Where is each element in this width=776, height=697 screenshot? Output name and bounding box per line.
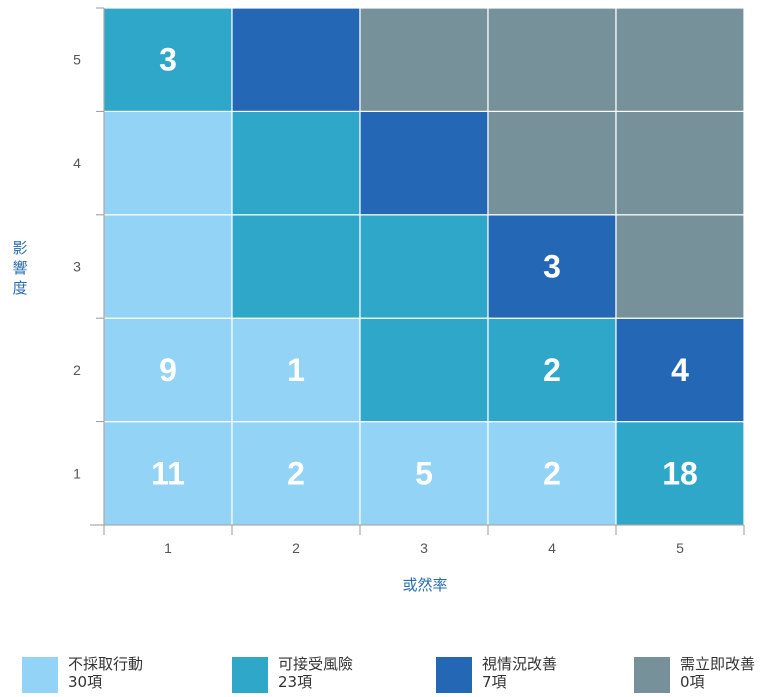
matrix-cell bbox=[103, 421, 233, 526]
matrix-cell bbox=[487, 214, 617, 319]
x-tick-label: 3 bbox=[420, 540, 428, 556]
y-tick-label: 2 bbox=[73, 362, 81, 378]
x-tick-label: 2 bbox=[292, 540, 300, 556]
legend-count: 23項 bbox=[278, 673, 313, 691]
matrix-cell bbox=[615, 214, 745, 319]
matrix-cell bbox=[487, 110, 617, 216]
cell-value-label: 4 bbox=[671, 352, 689, 388]
y-tick-label: 1 bbox=[73, 465, 81, 481]
cell-value-label: 3 bbox=[543, 249, 561, 285]
legend-label: 需立即改善 bbox=[680, 655, 756, 673]
legend-count: 0項 bbox=[680, 673, 705, 691]
matrix-cell bbox=[231, 7, 361, 113]
matrix-cell bbox=[359, 317, 489, 423]
cell-value-label: 11 bbox=[151, 455, 185, 491]
matrix-cell bbox=[359, 110, 489, 216]
legend-count: 30項 bbox=[68, 673, 103, 691]
x-tick-label: 5 bbox=[676, 540, 684, 556]
legend-label: 可接受風險 bbox=[278, 655, 354, 673]
matrix-cell bbox=[231, 110, 361, 216]
matrix-cell bbox=[615, 317, 745, 423]
x-axis-label: 或然率 bbox=[402, 576, 448, 594]
cell-value-label: 1 bbox=[287, 352, 305, 388]
y-axis-label: 影響度 bbox=[12, 239, 28, 297]
matrix-cell bbox=[103, 214, 233, 319]
x-tick-label: 4 bbox=[548, 540, 556, 556]
matrix-cell bbox=[615, 110, 745, 216]
cell-value-label: 3 bbox=[159, 42, 177, 78]
legend-swatch bbox=[22, 657, 58, 693]
y-tick-label: 3 bbox=[73, 259, 81, 275]
matrix-cell bbox=[487, 421, 617, 526]
matrix-cell bbox=[487, 7, 617, 113]
matrix-cell bbox=[615, 7, 745, 113]
matrix-cell bbox=[231, 214, 361, 319]
legend-swatch bbox=[436, 657, 472, 693]
cell-value-label: 2 bbox=[543, 455, 561, 491]
cell-value-label: 5 bbox=[415, 455, 433, 491]
y-tick-label: 5 bbox=[73, 52, 81, 68]
matrix-cell bbox=[103, 317, 233, 423]
matrix-cell bbox=[359, 7, 489, 113]
legend-count: 7項 bbox=[482, 673, 507, 691]
y-tick-label: 4 bbox=[73, 155, 81, 171]
legend-swatch bbox=[232, 657, 268, 693]
cell-value-label: 2 bbox=[543, 352, 561, 388]
legend-label: 視情況改善 bbox=[482, 655, 558, 673]
matrix-cell bbox=[231, 317, 361, 423]
cell-value-label: 2 bbox=[287, 455, 305, 491]
matrix-cell bbox=[487, 317, 617, 423]
legend-swatch bbox=[634, 657, 670, 693]
matrix-cell bbox=[103, 110, 233, 216]
cell-value-label: 9 bbox=[159, 352, 177, 388]
x-tick-label: 1 bbox=[164, 540, 172, 556]
cell-value-label: 18 bbox=[662, 455, 698, 491]
risk-matrix-chart: 11 2 5 2 18 9 1 2 4 3 3 1 2 3 4 5 1 2 3 4 5 bbox=[73, 7, 745, 556]
matrix-cell bbox=[359, 214, 489, 319]
legend-label: 不採取行動 bbox=[68, 655, 144, 673]
matrix-cell bbox=[615, 421, 745, 526]
matrix-cell bbox=[231, 421, 361, 526]
